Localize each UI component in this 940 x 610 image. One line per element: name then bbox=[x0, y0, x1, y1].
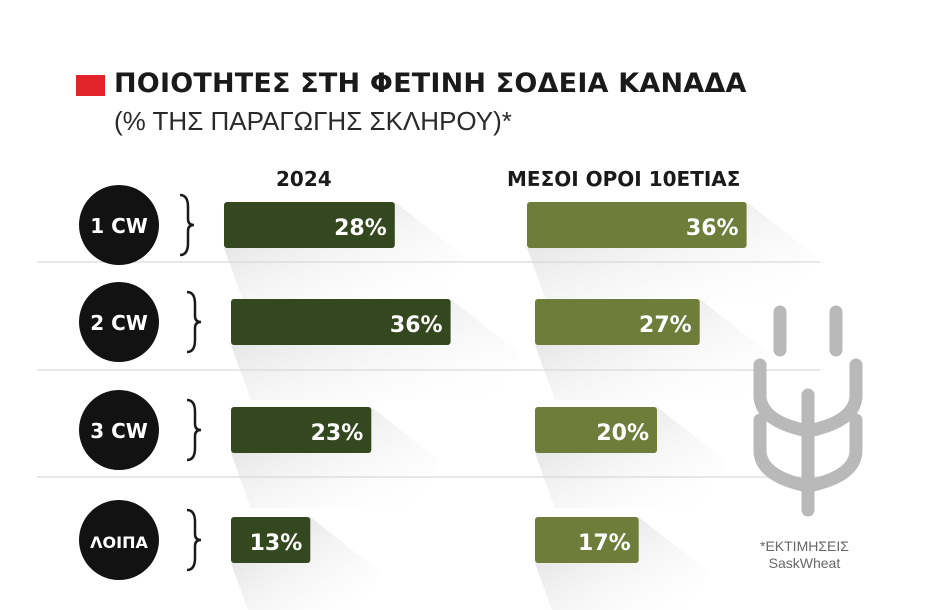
bar-shadow bbox=[231, 517, 381, 610]
bar-value-label: 28% bbox=[334, 216, 387, 241]
bar-value-label: 27% bbox=[639, 313, 692, 338]
bar-10yr-average-1 bbox=[535, 299, 700, 345]
bar-10yr-average-2 bbox=[535, 407, 657, 453]
bar-value-label: 36% bbox=[686, 216, 739, 241]
bar-value-label: 13% bbox=[250, 531, 303, 556]
wheat-icon bbox=[753, 305, 863, 517]
bar-shadow bbox=[231, 407, 442, 508]
category-label: 2 CW bbox=[90, 311, 148, 335]
brace-icon bbox=[186, 508, 202, 572]
footnote: *ΕΚΤΙΜΗΣΕΙΣ SaskWheat bbox=[760, 538, 849, 572]
category-badge bbox=[79, 185, 159, 265]
bar-value-label: 17% bbox=[578, 531, 631, 556]
footnote-estimates: *ΕΚΤΙΜΗΣΕΙΣ bbox=[760, 538, 849, 554]
brace-icon bbox=[186, 290, 202, 354]
category-label: ΛΟΙΠΑ bbox=[90, 533, 148, 552]
chart-subtitle: (% ΤΗΣ ΠΑΡΑΓΩΓΗΣ ΣΚΛΗΡΟΥ)* bbox=[114, 106, 512, 136]
bar-2024-1 bbox=[231, 299, 451, 345]
bar-shadow bbox=[535, 407, 727, 508]
bar-value-label: 20% bbox=[596, 421, 649, 446]
bar-10yr-average-0 bbox=[527, 202, 747, 248]
category-label: 1 CW bbox=[90, 214, 148, 238]
category-badge bbox=[79, 282, 159, 362]
brace-icon bbox=[186, 398, 202, 462]
title-accent-square bbox=[76, 75, 105, 96]
bar-shadow bbox=[224, 202, 465, 303]
category-badge bbox=[79, 500, 159, 580]
bar-value-label: 23% bbox=[311, 421, 364, 446]
bar-shadow bbox=[535, 517, 709, 610]
series-header-2024: 2024 bbox=[276, 167, 332, 191]
bar-10yr-average-3 bbox=[535, 517, 639, 563]
chart-title: ΠΟΙΟΤΗΤΕΣ ΣΤΗ ΦΕΤΙΝΗ ΣΟΔΕΙΑ ΚΑΝΑΔΑ bbox=[114, 68, 747, 99]
bar-2024-2 bbox=[231, 407, 372, 453]
bar-2024-3 bbox=[231, 517, 311, 563]
bar-2024-0 bbox=[224, 202, 395, 248]
category-label: 3 CW bbox=[90, 419, 148, 443]
bar-value-label: 36% bbox=[390, 313, 443, 338]
brace-icon bbox=[179, 193, 195, 257]
bar-shadow bbox=[535, 299, 770, 400]
category-badge bbox=[79, 390, 159, 470]
series-header-10yr-average: ΜΕΣΟΙ ΟΡΟΙ 10ΕΤΙΑΣ bbox=[507, 167, 741, 191]
footnote-source: SaskWheat bbox=[768, 555, 841, 571]
